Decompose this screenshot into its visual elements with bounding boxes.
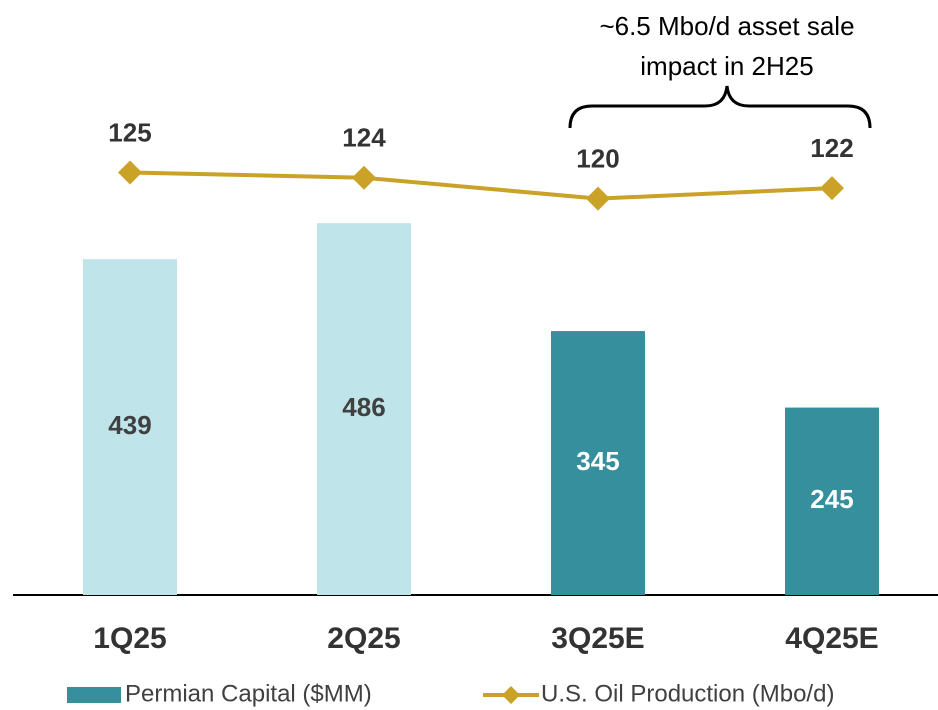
bar [785,407,879,595]
line-marker [352,165,376,190]
x-tick-label: 1Q25 [93,622,166,655]
bar-value-label: 245 [810,484,853,514]
line-marker [586,186,610,211]
bar-value-label: 439 [108,410,151,440]
line-value-label: 124 [342,123,386,153]
legend-label: Permian Capital ($MM) [125,680,372,707]
line [129,170,833,201]
annotation-line: ~6.5 Mbo/d asset sale [599,11,854,41]
bar [83,259,177,595]
line-value-label: 122 [810,133,853,163]
line-value-label: 120 [576,143,619,173]
legend-marker [502,686,520,704]
bar-value-label: 345 [576,446,619,476]
legend-label: U.S. Oil Production (Mbo/d) [541,680,834,707]
x-tick-label: 2Q25 [327,622,400,655]
bar [317,223,411,595]
x-tick-label: 3Q25E [551,622,644,655]
x-tick-label: 4Q25E [785,622,878,655]
line-marker [118,160,142,185]
bar-value-label: 486 [342,392,385,422]
line-value-label: 125 [108,117,151,147]
annotation-brace [568,85,872,129]
annotation-line: impact in 2H25 [640,51,813,81]
bar [551,331,645,595]
legend-swatch [67,687,121,703]
line-marker [820,176,844,201]
